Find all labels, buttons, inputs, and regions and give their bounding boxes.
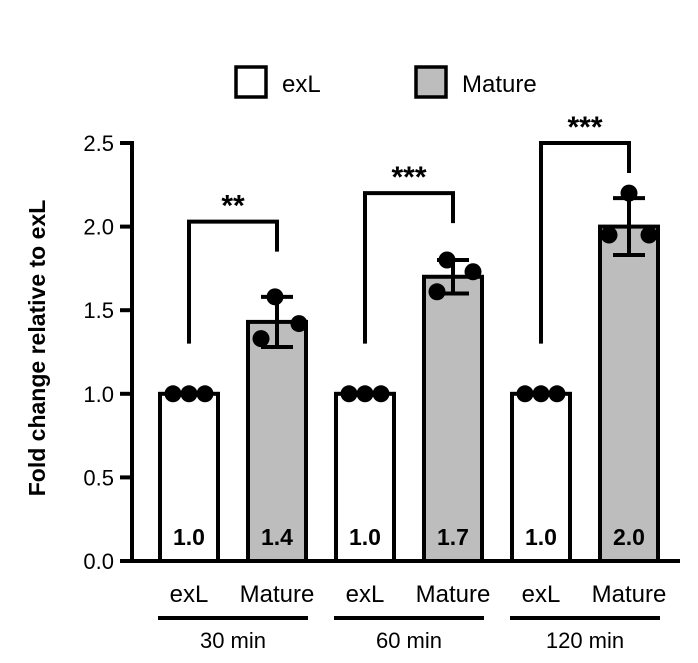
legend-label-mature: Mature — [462, 71, 537, 98]
y-tick-label: 0.5 — [83, 465, 114, 490]
data-point — [548, 385, 566, 403]
bar-mature-60min — [422, 274, 484, 563]
data-point — [620, 184, 638, 202]
data-point — [290, 315, 308, 333]
data-point — [356, 385, 374, 403]
data-point — [340, 385, 358, 403]
legend-label-exl: exL — [282, 71, 321, 98]
data-point — [372, 385, 390, 403]
data-point — [640, 226, 658, 244]
legend-swatch-mature — [414, 65, 448, 99]
data-point — [266, 288, 284, 306]
y-tick-label: 1.5 — [83, 298, 114, 323]
bar-value-label: 1.7 — [437, 524, 469, 550]
group-label: 30 min — [200, 628, 266, 653]
data-point — [252, 330, 270, 348]
legend-swatch-exl — [234, 65, 268, 99]
y-tick-label: 2.5 — [83, 131, 114, 156]
data-point — [600, 226, 618, 244]
bar-exl-120min — [510, 391, 572, 563]
data-point — [428, 283, 446, 301]
x-category-label: Mature — [592, 581, 667, 608]
data-point — [180, 385, 198, 403]
data-point — [438, 251, 456, 269]
x-category-label: exL — [346, 581, 385, 608]
y-axis-title: Fold change relative to exL — [24, 200, 50, 497]
data-point — [196, 385, 214, 403]
significance-label: ** — [221, 190, 245, 223]
data-point — [516, 385, 534, 403]
x-category-label: exL — [522, 581, 561, 608]
x-category-label: Mature — [240, 581, 315, 608]
significance-label: *** — [391, 161, 426, 194]
significance-label: *** — [567, 111, 602, 144]
group-label: 60 min — [376, 628, 442, 653]
bar-value-label: 1.0 — [173, 524, 205, 550]
bar-value-label: 1.0 — [525, 524, 557, 550]
bar-mature-30min — [246, 319, 308, 563]
significance-bracket — [187, 219, 279, 344]
bar-value-label: 2.0 — [613, 524, 645, 550]
y-tick-label: 0.0 — [83, 549, 114, 574]
x-category-label: Mature — [416, 581, 491, 608]
y-tick-label: 1.0 — [83, 382, 114, 407]
data-point — [464, 263, 482, 281]
significance-bracket — [539, 141, 631, 344]
bar-mature-120min — [598, 224, 660, 563]
bar-value-label: 1.4 — [261, 524, 293, 550]
data-point — [164, 385, 182, 403]
significance-bracket — [363, 191, 455, 344]
x-category-label: exL — [170, 581, 209, 608]
group-label: 120 min — [546, 628, 624, 653]
bar-value-label: 1.0 — [349, 524, 381, 550]
data-point — [532, 385, 550, 403]
y-tick-label: 2.0 — [83, 215, 114, 240]
